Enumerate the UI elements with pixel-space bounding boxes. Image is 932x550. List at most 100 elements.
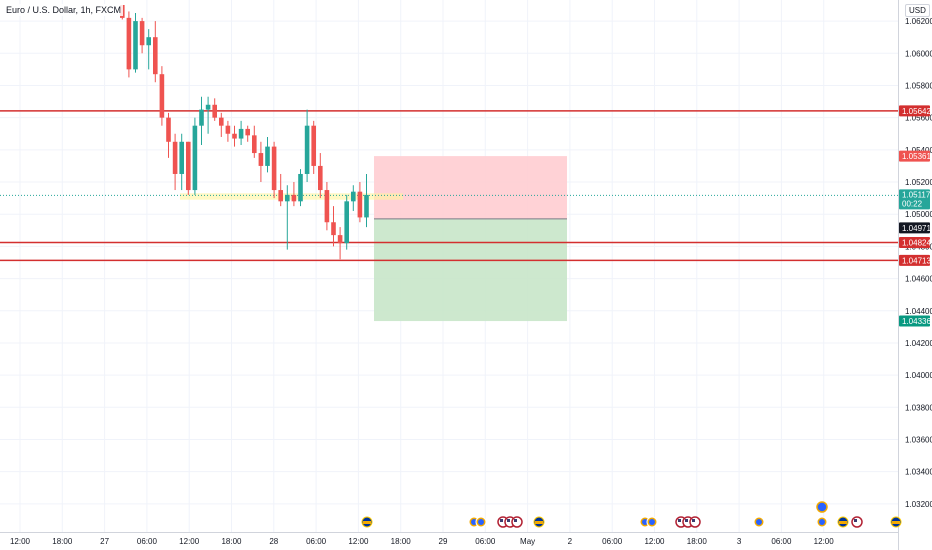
us-flag-canton	[854, 519, 857, 522]
candle	[337, 227, 343, 260]
candle	[219, 112, 224, 137]
candle	[172, 133, 178, 191]
coin-icon-inner	[649, 519, 655, 525]
candle-body	[311, 125, 316, 166]
event-marker-coin-icon	[753, 516, 765, 528]
candle	[285, 185, 290, 250]
candle-body	[324, 190, 330, 223]
x-tick-label: 06:00	[137, 537, 158, 546]
candle-body	[318, 165, 323, 191]
candle-body	[351, 191, 356, 202]
candle	[146, 29, 151, 70]
y-tick-label: 1.03200	[905, 500, 932, 509]
y-tick-label: 1.04000	[905, 371, 932, 380]
coin-icon-inner	[478, 519, 484, 525]
horizontal-levels	[0, 110, 898, 262]
candle	[324, 182, 330, 231]
x-tick-label: 06:00	[306, 537, 327, 546]
candle-body	[159, 74, 165, 118]
x-tick-label: 18:00	[391, 537, 412, 546]
x-tick-label: 28	[269, 537, 278, 546]
candle	[159, 66, 165, 126]
y-tick-label: 1.04400	[905, 307, 932, 316]
candle-body	[153, 37, 158, 75]
x-tick-label: 12:00	[10, 537, 31, 546]
y-tick-label: 1.05800	[905, 81, 932, 90]
candle-body	[245, 128, 250, 136]
stop-price-tag-bg	[899, 150, 930, 162]
x-tick-label: 06:00	[602, 537, 623, 546]
highlight-zone	[180, 193, 403, 200]
x-tick-label: 12:00	[179, 537, 200, 546]
candle-body	[344, 201, 349, 244]
candle-body	[364, 194, 369, 218]
candle-body	[252, 135, 257, 154]
candle	[304, 109, 310, 183]
y-tick-label: 1.03400	[905, 468, 932, 477]
y-tick-label: 1.03800	[905, 403, 932, 412]
candle	[186, 141, 191, 195]
x-tick-label: 27	[100, 537, 109, 546]
us-flag-canton	[507, 519, 510, 522]
candle	[133, 13, 138, 73]
current-price-tag-bg	[899, 189, 930, 210]
level-price-tag-bg	[899, 254, 930, 266]
level-price-tag-bg	[899, 105, 930, 117]
event-markers	[361, 516, 902, 528]
us-flag-canton	[500, 519, 503, 522]
y-tick-label: 1.06000	[905, 49, 932, 58]
y-tick-label: 1.05200	[905, 178, 932, 187]
event-marker-coin-icon	[475, 516, 487, 528]
coin-icon-inner	[756, 519, 762, 525]
us-flag-canton	[685, 519, 688, 522]
symbol-title[interactable]: Euro / U.S. Dollar, 1h, FXCM	[4, 4, 124, 16]
event-cluster-icon	[816, 501, 828, 513]
x-tick-label: 29	[439, 537, 448, 546]
candle	[225, 120, 231, 142]
candle	[179, 133, 184, 191]
candle	[153, 21, 158, 83]
candle	[298, 169, 303, 207]
candle	[212, 98, 217, 121]
candle-body	[225, 125, 231, 134]
event-marker-flag-us-icon	[511, 516, 523, 528]
candle	[351, 185, 356, 211]
us-flag-canton	[692, 519, 695, 522]
candle	[245, 125, 250, 142]
y-tick-label: 1.04200	[905, 339, 932, 348]
candle-body	[291, 194, 297, 202]
candle-body	[271, 146, 277, 191]
candle	[126, 11, 132, 78]
candle	[192, 117, 198, 195]
candle	[238, 120, 244, 146]
candle-body	[285, 194, 290, 202]
candle	[252, 125, 257, 158]
level-price-tag: 1.05642	[902, 107, 931, 116]
countdown-tag: 00:22	[902, 199, 923, 208]
candle	[205, 96, 211, 134]
event-marker-coin-icon	[646, 516, 658, 528]
candle-body	[265, 146, 270, 166]
candle	[258, 141, 264, 183]
eu-flag-band	[892, 521, 900, 524]
candle-body	[139, 21, 145, 46]
candle	[166, 112, 171, 158]
y-tick-label: 1.05400	[905, 146, 932, 155]
y-tick-label: 1.06200	[905, 17, 932, 26]
candle	[291, 182, 297, 207]
coin-icon-inner	[642, 519, 648, 525]
candle	[199, 96, 204, 146]
candle-body	[337, 235, 343, 244]
y-tick-label: 1.05600	[905, 114, 932, 123]
currency-label[interactable]: USD	[905, 4, 930, 17]
candle-body	[192, 125, 198, 191]
stop-price-tag: 1.05361	[902, 152, 931, 161]
stop-loss-zone	[374, 156, 567, 219]
x-tick-label: 06:00	[475, 537, 496, 546]
candle	[232, 125, 237, 147]
level-price-tag: 1.04713	[902, 256, 931, 265]
x-tick-label: 12:00	[644, 537, 665, 546]
candle-body	[126, 17, 132, 70]
event-marker-flag-eu-icon	[890, 516, 902, 528]
